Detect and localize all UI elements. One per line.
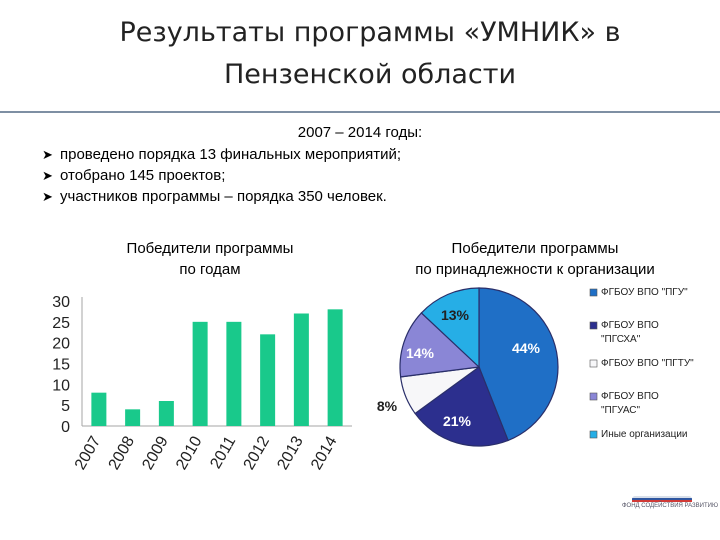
slide-title-line-1: Результаты программы «УМНИК» в [119, 17, 621, 48]
legend-label: "ПГСХА" [601, 334, 641, 345]
pie-chart-title: Победители программы по принадлежности к… [370, 238, 700, 280]
pie-data-label: 13% [441, 307, 470, 323]
legend-swatch [589, 288, 598, 297]
pie-chart-title-line-1: Победители программы [451, 240, 619, 257]
pie-data-label: 14% [406, 345, 435, 361]
pie-slice [414, 366, 509, 447]
summary-item: ➤ участников программы – порядка 350 чело… [42, 186, 401, 207]
pie-data-label: 44% [512, 340, 541, 356]
foundation-logo: ФОНД СОДЕЙСТВИЯ РАЗВИТИЮ [622, 496, 719, 510]
y-tick-label: 20 [52, 336, 70, 353]
y-tick-label: 5 [61, 398, 70, 415]
arrow-bullet-icon: ➤ [42, 147, 53, 162]
legend-label: "ПГУАС" [601, 405, 641, 416]
y-tick-label: 0 [61, 419, 70, 436]
summary-item: ➤ проведено порядка 13 финальных мероприя… [42, 144, 401, 165]
period-label: 2007 – 2014 годы: [297, 124, 423, 141]
legend-label: ФГБОУ ВПО "ПГТУ" [601, 358, 694, 369]
bar [327, 309, 343, 426]
legend-swatch [589, 359, 598, 368]
bar [125, 409, 141, 426]
bar [260, 334, 276, 426]
arrow-bullet-icon: ➤ [42, 168, 53, 183]
bar-chart-title-line-2: по годам [179, 261, 241, 278]
pie-chart-title-line-2: по принадлежности к организации [415, 261, 655, 278]
logo-text: ФОНД СОДЕЙСТВИЯ РАЗВИТИЮ [622, 503, 719, 509]
arrow-bullet-icon: ➤ [42, 189, 53, 204]
slide-title-line-2: Пензенской области [223, 59, 517, 90]
pie-slice [420, 287, 480, 369]
pie-data-label: 21% [443, 413, 472, 429]
bar [293, 313, 309, 426]
legend-swatch [589, 430, 598, 439]
summary-item: ➤ отобрано 145 проектов; [42, 165, 401, 186]
summary-item-text: отобрано 145 проектов; [60, 167, 226, 184]
title-divider [0, 111, 720, 113]
logo-mark [632, 496, 692, 502]
bar [91, 392, 107, 426]
pie-data-label: 8% [377, 398, 398, 414]
bar [226, 321, 242, 426]
y-tick-label: 15 [52, 357, 70, 374]
legend-swatch [589, 321, 598, 330]
y-tick-label: 30 [52, 294, 70, 311]
legend-swatch [589, 392, 598, 401]
legend-label: ФГБОУ ВПО "ПГУ" [601, 287, 688, 298]
bar-chart-title-line-1: Победители программы [126, 240, 294, 257]
bar [158, 401, 174, 426]
legend-label: ФГБОУ ВПО [601, 391, 659, 402]
pie-slice [399, 312, 481, 378]
y-tick-label: 10 [52, 377, 70, 394]
y-tick-label: 25 [52, 315, 70, 332]
pie-slice [478, 287, 559, 442]
summary-item-text: проведено порядка 13 финальных мероприят… [60, 146, 402, 163]
summary-item-text: участников программы – порядка 350 челов… [60, 188, 387, 205]
legend-label: Иные организации [601, 429, 688, 440]
summary-list: ➤ проведено порядка 13 финальных мероприя… [42, 144, 401, 207]
legend-label: ФГБОУ ВПО [601, 320, 659, 331]
bar-chart-title: Победители программы по годам [60, 238, 360, 280]
bar [192, 321, 208, 426]
slide-title: Результаты программы «УМНИК» в Пензенско… [40, 12, 700, 96]
